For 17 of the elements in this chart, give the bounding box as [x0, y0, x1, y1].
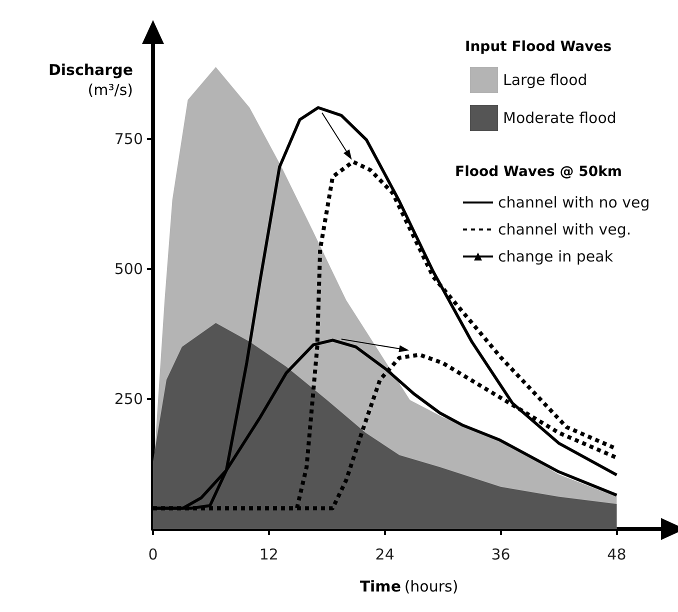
x-tick-label: 24 [375, 546, 394, 564]
legend-label: channel with no veg [498, 194, 650, 212]
x-tick-label: 36 [491, 546, 510, 564]
y-tick-label: 500 [114, 260, 143, 278]
legend-label: Moderate flood [503, 109, 616, 127]
legend-label: change in peak [498, 248, 614, 266]
legend-title: Input Flood Waves [465, 39, 612, 55]
x-tick-label: 12 [259, 546, 278, 564]
x-tick-label: 0 [148, 546, 158, 564]
legend-label: channel with veg. [498, 220, 632, 238]
legend-label: Large flood [503, 71, 588, 89]
y-tick-label: 250 [114, 390, 143, 408]
annotation: Flood Waves @ 50km [455, 164, 622, 180]
y-axis-title: Discharge (m³/s) [48, 61, 133, 99]
x-tick-label: 48 [607, 546, 626, 564]
y-tick-label: 750 [114, 130, 143, 148]
x-axis-title: Time (hours) [360, 578, 458, 596]
